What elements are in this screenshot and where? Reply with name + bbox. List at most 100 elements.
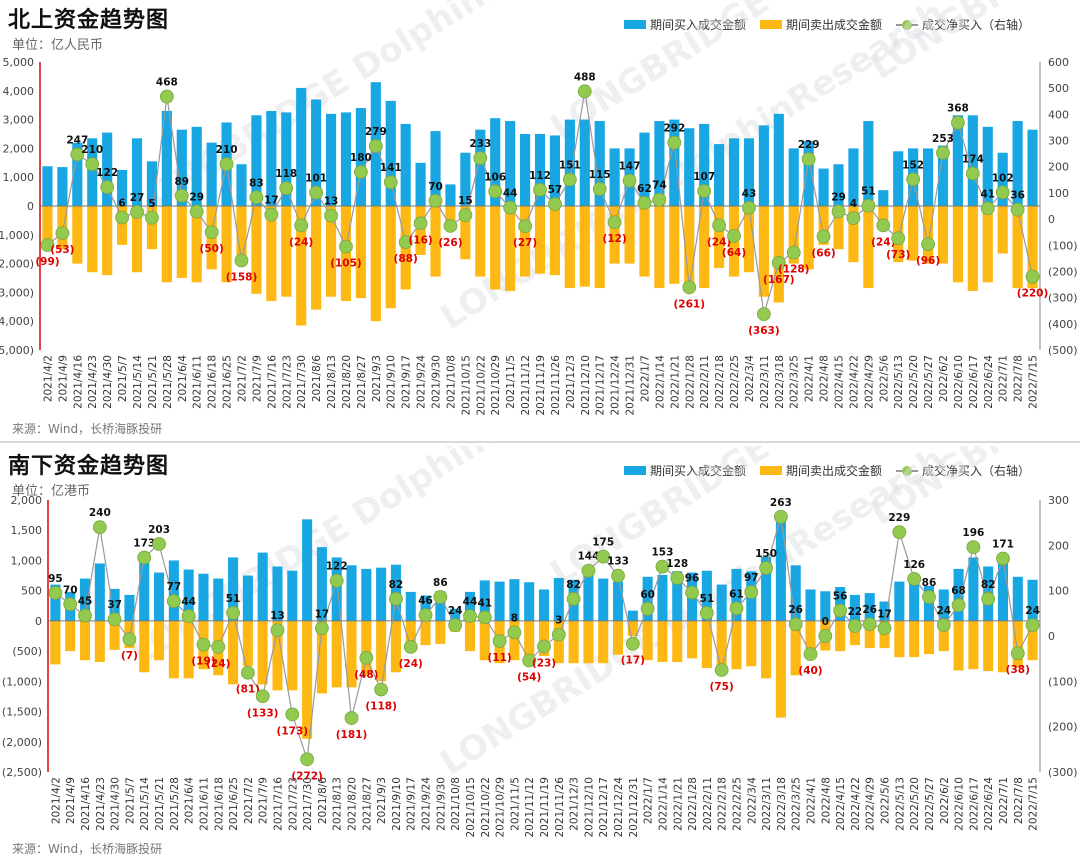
buy-bar: [42, 166, 53, 206]
sell-bar: [361, 620, 372, 676]
net-buy-point: [714, 663, 729, 677]
x-axis-tick-label: 2021/12/17: [598, 777, 610, 838]
x-axis-tick-label: 2022/5/20: [909, 777, 921, 831]
net-buy-data-label: 74: [652, 180, 667, 192]
buy-bar: [909, 581, 920, 621]
sell-bar: [982, 206, 993, 283]
net-buy-point: [477, 610, 492, 625]
left-axis-tick-label: (2,000): [2, 736, 42, 749]
net-buy-point: [951, 598, 966, 613]
left-axis-tick-label: 1,000: [3, 171, 35, 184]
x-axis-tick-label: 2021/5/28: [162, 355, 174, 409]
x-axis-tick-label: 2022/6/17: [968, 777, 980, 831]
buy-bar: [627, 610, 638, 621]
net-buy-data-label: (24): [289, 236, 313, 248]
left-axis-tick-label: 1,500: [11, 524, 43, 537]
sell-bar: [908, 206, 919, 261]
net-buy-point: [742, 200, 756, 215]
x-axis-tick-label: 2022/2/25: [731, 777, 743, 831]
x-axis-tick-label: 2022/3/4: [746, 777, 758, 824]
net-buy-point: [833, 603, 848, 618]
net-buy-point: [1025, 618, 1040, 633]
right-axis-tick-label: (400): [1048, 318, 1078, 331]
net-buy-point: [152, 537, 166, 551]
buy-bar: [716, 584, 727, 621]
buy-bar: [509, 579, 520, 621]
buy-bar: [251, 115, 262, 206]
legend-net: 成交净买入（右轴）: [895, 16, 1030, 33]
south-chart-panel: 南下资金趋势图 单位：亿港币 期间买入成交金额 期间卖出成交金额 成交净买入（右…: [0, 446, 1080, 858]
net-buy-point: [374, 682, 389, 697]
net-buy-data-label: 253: [932, 133, 954, 145]
net-buy-point: [596, 549, 611, 564]
net-buy-point: [801, 152, 816, 167]
x-axis-tick-label: 2022/7/8: [1013, 355, 1025, 402]
net-buy-point: [78, 608, 92, 623]
net-buy-data-label: (11): [487, 652, 511, 664]
sell-bar: [87, 206, 98, 273]
sell-bar: [1027, 620, 1038, 661]
x-axis-tick-label: 2021/4/2: [50, 777, 62, 824]
buy-bar: [863, 121, 874, 206]
x-axis-tick-label: 2021/12/10: [580, 355, 592, 416]
right-axis-tick-label: 400: [1048, 108, 1069, 121]
x-axis-tick-label: 2022/6/10: [954, 777, 966, 831]
x-axis-tick-label: 2022/1/28: [684, 355, 696, 409]
x-axis-tick-label: 2021/8/13: [326, 355, 338, 409]
net-buy-data-label: 8: [511, 612, 518, 624]
net-buy-data-label: 77: [167, 581, 182, 593]
net-buy-data-label: 26: [862, 604, 877, 616]
buy-bar: [266, 110, 277, 206]
net-buy-data-label: (272): [291, 770, 323, 782]
sell-bar: [109, 620, 120, 650]
sell-bar: [509, 620, 520, 661]
net-buy-data-label: (7): [121, 650, 138, 662]
net-buy-point: [159, 89, 174, 104]
x-axis-tick-label: 2022/3/25: [791, 777, 803, 831]
sell-bar: [376, 620, 387, 682]
net-buy-data-label: (261): [673, 298, 705, 310]
net-buy-point: [507, 625, 522, 640]
net-buy-point: [727, 228, 741, 243]
x-axis-tick-label: 2022/4/8: [820, 777, 832, 824]
x-axis-tick-label: 2021/4/23: [87, 355, 99, 409]
net-buy-data-label: (48): [354, 669, 378, 681]
x-axis-tick-label: 2021/11/5: [509, 777, 521, 831]
net-buy-point: [428, 193, 443, 208]
sell-bar: [445, 206, 456, 231]
net-buy-point: [55, 226, 70, 240]
net-buy-data-label: 175: [592, 537, 614, 549]
net-buy-point: [145, 210, 159, 225]
buy-bar: [117, 170, 128, 206]
right-axis-tick-label: 500: [1048, 82, 1069, 95]
net-buy-data-label: 229: [798, 139, 820, 151]
net-buy-point: [667, 135, 682, 150]
net-buy-point: [562, 172, 577, 187]
buy-bar: [642, 576, 653, 621]
legend-buy-swatch: [623, 20, 646, 29]
x-axis-tick-label: 2021/5/28: [169, 777, 181, 831]
buy-bar: [952, 115, 963, 206]
net-buy-point: [85, 157, 100, 172]
buy-bar: [743, 138, 755, 206]
legend-sell: 期间卖出成交金额: [759, 462, 882, 479]
right-axis-tick-label: (100): [1048, 239, 1078, 252]
buy-bar: [94, 563, 105, 621]
buy-bar: [198, 573, 209, 621]
x-axis-tick-label: 2021/4/9: [57, 355, 69, 402]
net-buy-data-label: 51: [700, 593, 715, 605]
x-axis-tick-label: 2022/2/11: [699, 355, 711, 409]
x-axis-tick-label: 2021/8/27: [356, 355, 368, 409]
net-buy-point: [699, 605, 714, 620]
net-buy-point: [625, 636, 640, 651]
sell-bar: [534, 206, 546, 274]
net-buy-point: [115, 210, 129, 225]
buy-bar: [79, 578, 91, 621]
sell-bar: [583, 620, 594, 664]
net-buy-data-label: 229: [888, 512, 910, 524]
sell-bar: [94, 620, 105, 662]
x-axis-tick-label: 2021/7/16: [272, 777, 284, 831]
left-axis-tick-label: 0: [27, 200, 34, 213]
x-axis-tick-label: 2022/4/15: [834, 355, 846, 409]
net-buy-point: [712, 218, 727, 233]
